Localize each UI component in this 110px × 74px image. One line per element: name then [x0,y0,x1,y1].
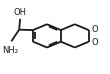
Text: O: O [91,38,98,47]
Text: NH₂: NH₂ [2,46,18,55]
Text: O: O [91,25,98,34]
Text: OH: OH [14,8,27,17]
